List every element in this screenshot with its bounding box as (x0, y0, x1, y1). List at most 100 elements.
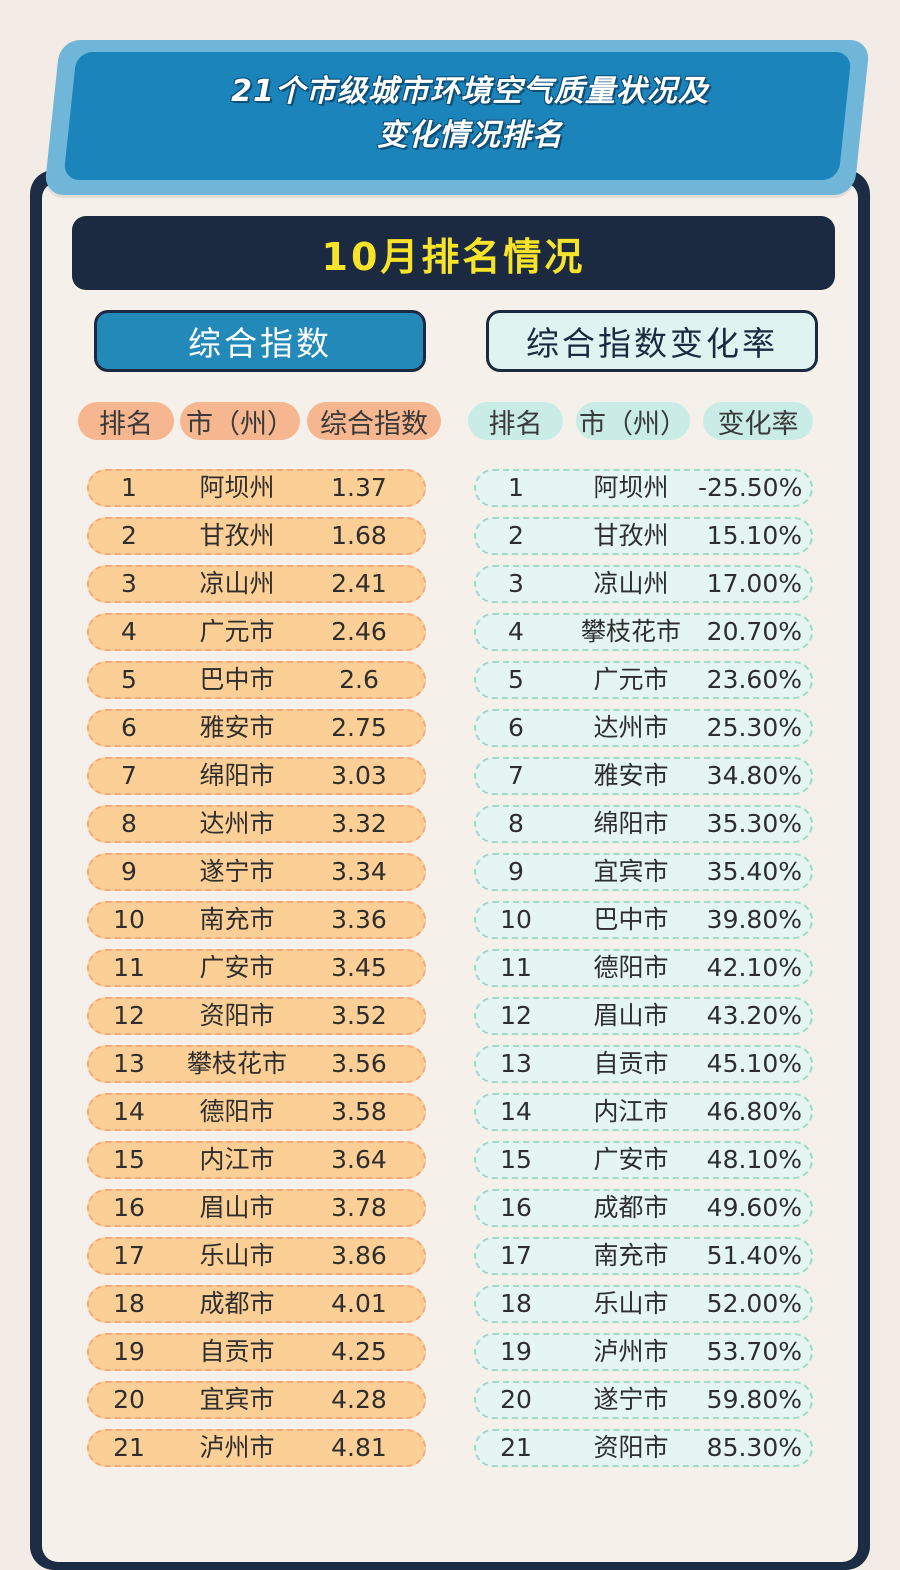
index-cell: 4.01 (331, 1289, 387, 1318)
right-table-row: 16 成都市 49.60% (474, 1189, 813, 1227)
left-header-rank: 排名 (78, 402, 174, 440)
city-cell: 德阳市 (199, 1097, 275, 1126)
city-cell: 攀枝花市 (580, 617, 681, 646)
left-table-row: 3 凉山州 2.41 (87, 565, 426, 603)
index-cell: 3.03 (331, 761, 387, 790)
city-cell: 雅安市 (593, 761, 669, 790)
index-cell: 3.52 (331, 1001, 387, 1030)
left-table-row: 16 眉山市 3.78 (87, 1189, 426, 1227)
left-table-row: 21 泸州市 4.81 (87, 1429, 426, 1467)
index-cell: 3.86 (331, 1241, 387, 1270)
city-cell: 资阳市 (199, 1001, 275, 1030)
city-cell: 达州市 (199, 809, 275, 838)
right-table-row: 11 德阳市 42.10% (474, 949, 813, 987)
page-title: 21个市级城市环境空气质量状况及 变化情况排名 (150, 70, 790, 158)
rank-cell: 18 (500, 1289, 532, 1318)
left-table-row: 19 自贡市 4.25 (87, 1333, 426, 1371)
rank-cell: 5 (121, 665, 137, 694)
right-table-row: 17 南充市 51.40% (474, 1237, 813, 1275)
left-table-row: 2 甘孜州 1.68 (87, 517, 426, 555)
index-cell: 3.64 (331, 1145, 387, 1174)
left-table-row: 10 南充市 3.36 (87, 901, 426, 939)
city-cell: 资阳市 (593, 1433, 669, 1462)
city-cell: 眉山市 (199, 1193, 275, 1222)
right-table-row: 4 攀枝花市 20.70% (474, 613, 813, 651)
rank-cell: 15 (113, 1145, 145, 1174)
rate-cell: 35.40% (706, 857, 802, 886)
left-table-row: 6 雅安市 2.75 (87, 709, 426, 747)
rank-cell: 15 (500, 1145, 532, 1174)
city-cell: 自贡市 (199, 1337, 275, 1366)
index-cell: 3.78 (331, 1193, 387, 1222)
rate-cell: 59.80% (706, 1385, 802, 1414)
rank-cell: 7 (508, 761, 524, 790)
right-table-row: 9 宜宾市 35.40% (474, 853, 813, 891)
city-cell: 遂宁市 (593, 1385, 669, 1414)
rank-cell: 17 (500, 1241, 532, 1270)
left-table-row: 4 广元市 2.46 (87, 613, 426, 651)
rank-cell: 3 (508, 569, 524, 598)
city-cell: 广安市 (199, 953, 275, 982)
right-table-row: 10 巴中市 39.80% (474, 901, 813, 939)
rank-cell: 2 (121, 521, 137, 550)
rank-cell: 17 (113, 1241, 145, 1270)
rank-cell: 20 (500, 1385, 532, 1414)
city-cell: 阿坝州 (593, 473, 669, 502)
rate-cell: 20.70% (706, 617, 802, 646)
city-cell: 泸州市 (593, 1337, 669, 1366)
rate-cell: 43.20% (706, 1001, 802, 1030)
left-table-row: 8 达州市 3.32 (87, 805, 426, 843)
rate-cell: 85.30% (706, 1433, 802, 1462)
right-table-row: 6 达州市 25.30% (474, 709, 813, 747)
index-cell: 2.6 (339, 665, 379, 694)
index-cell: 2.75 (331, 713, 387, 742)
index-cell: 3.56 (331, 1049, 387, 1078)
rank-cell: 14 (500, 1097, 532, 1126)
rank-cell: 4 (508, 617, 524, 646)
left-table-row: 9 遂宁市 3.34 (87, 853, 426, 891)
city-cell: 自贡市 (593, 1049, 669, 1078)
rate-cell: 51.40% (706, 1241, 802, 1270)
left-table-row: 20 宜宾市 4.28 (87, 1381, 426, 1419)
index-cell: 3.34 (331, 857, 387, 886)
index-cell: 1.68 (331, 521, 387, 550)
right-table-row: 5 广元市 23.60% (474, 661, 813, 699)
rate-cell: 49.60% (706, 1193, 802, 1222)
rank-cell: 2 (508, 521, 524, 550)
rank-cell: 13 (500, 1049, 532, 1078)
right-table-row: 21 资阳市 85.30% (474, 1429, 813, 1467)
rate-cell: 53.70% (706, 1337, 802, 1366)
rate-cell: 46.80% (706, 1097, 802, 1126)
city-cell: 绵阳市 (593, 809, 669, 838)
right-table-row: 1 阿坝州 -25.50% (474, 469, 813, 507)
rank-cell: 11 (113, 953, 145, 982)
city-cell: 内江市 (199, 1145, 275, 1174)
city-cell: 宜宾市 (199, 1385, 275, 1414)
index-cell: 3.32 (331, 809, 387, 838)
title-line-2: 变化情况排名 (377, 118, 563, 153)
city-cell: 凉山州 (593, 569, 669, 598)
rank-cell: 12 (500, 1001, 532, 1030)
left-header-city: 市（州） (180, 402, 300, 440)
right-table-row: 3 凉山州 17.00% (474, 565, 813, 603)
rank-cell: 10 (500, 905, 532, 934)
city-cell: 达州市 (593, 713, 669, 742)
left-table-row: 13 攀枝花市 3.56 (87, 1045, 426, 1083)
city-cell: 雅安市 (199, 713, 275, 742)
left-table-row: 5 巴中市 2.6 (87, 661, 426, 699)
rank-cell: 4 (121, 617, 137, 646)
left-table-row: 14 德阳市 3.58 (87, 1093, 426, 1131)
right-table-row: 15 广安市 48.10% (474, 1141, 813, 1179)
city-cell: 泸州市 (199, 1433, 275, 1462)
city-cell: 巴中市 (593, 905, 669, 934)
city-cell: 乐山市 (199, 1241, 275, 1270)
left-table-row: 12 资阳市 3.52 (87, 997, 426, 1035)
composite-index-section-label: 综合指数 (94, 310, 426, 372)
title-line-1: 21个市级城市环境空气质量状况及 (231, 74, 709, 109)
rate-cell: 45.10% (706, 1049, 802, 1078)
left-table-row: 11 广安市 3.45 (87, 949, 426, 987)
city-cell: 眉山市 (593, 1001, 669, 1030)
rank-cell: 10 (113, 905, 145, 934)
city-cell: 广安市 (593, 1145, 669, 1174)
rank-cell: 20 (113, 1385, 145, 1414)
